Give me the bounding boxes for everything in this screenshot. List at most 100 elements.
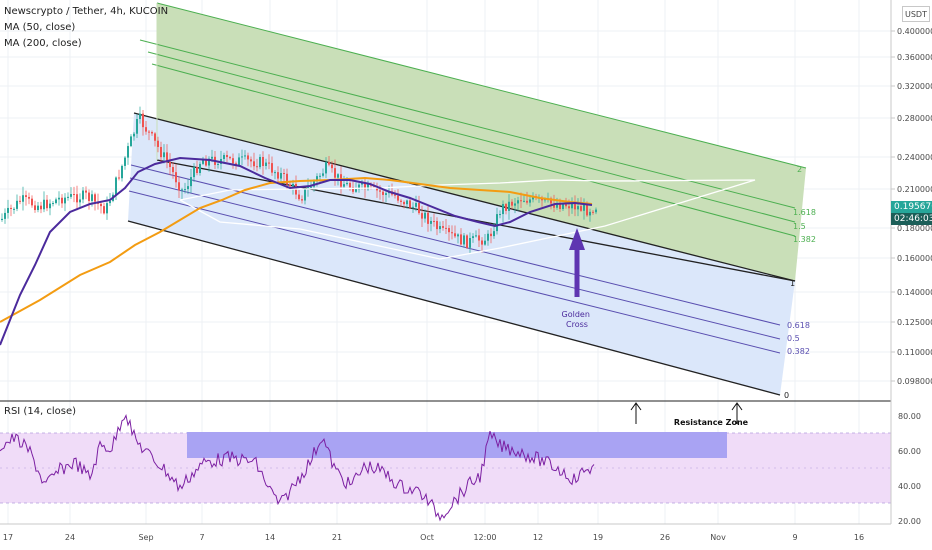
- candle-body: [67, 196, 69, 198]
- candle-body: [400, 200, 402, 202]
- resistance-zone-label: Resistance Zone: [674, 418, 749, 427]
- legend-rsi[interactable]: RSI (14, close): [4, 406, 77, 417]
- candle-body: [241, 156, 243, 158]
- candle-body: [7, 207, 9, 213]
- fib-label-15: 1.5: [793, 222, 806, 231]
- fib-label-1: 1: [790, 279, 795, 288]
- fib-line-lower: [133, 112, 796, 282]
- candle-body: [163, 152, 165, 158]
- golden-cross-arrow: [569, 228, 585, 297]
- candle-body: [193, 167, 195, 178]
- candle-body: [556, 203, 558, 208]
- candle-body: [583, 204, 585, 211]
- candle-body: [196, 167, 198, 173]
- candle-body: [361, 182, 363, 185]
- candle-body: [22, 195, 24, 202]
- candle-body: [550, 198, 552, 204]
- candle-body: [277, 172, 279, 179]
- currency-button[interactable]: USDT: [902, 6, 930, 22]
- candle-body: [88, 192, 90, 201]
- candle-body: [271, 163, 273, 173]
- time-tick-label: 12:00: [473, 533, 496, 542]
- fib-line-lower: [127, 220, 781, 396]
- candle-body: [526, 200, 528, 203]
- candle-body: [559, 203, 561, 210]
- fib-label-0618: 0.618: [787, 321, 810, 330]
- candle-body: [568, 206, 570, 209]
- candle-body: [229, 157, 231, 159]
- candle-body: [262, 156, 264, 166]
- candle-body: [430, 220, 432, 224]
- candle-body: [73, 194, 75, 196]
- candle-body: [424, 212, 426, 219]
- price-axis-bg: [891, 0, 932, 550]
- candle-body: [562, 204, 564, 210]
- candle-body: [16, 200, 18, 209]
- candle-body: [298, 194, 300, 200]
- candle-body: [484, 240, 486, 245]
- candle-body: [205, 160, 207, 166]
- candle-body: [319, 175, 321, 177]
- candle-body: [25, 195, 27, 197]
- rsi-tick-label: 60.00: [898, 447, 921, 456]
- candle-body: [103, 206, 105, 214]
- candle-body: [52, 203, 54, 205]
- price-tick-label: 0.360000: [897, 53, 932, 62]
- candle-body: [91, 194, 93, 201]
- candle-body: [259, 156, 261, 168]
- time-tick-label: Oct: [420, 533, 434, 542]
- candle-body: [166, 152, 168, 162]
- time-tick-label: 16: [854, 533, 864, 542]
- candle-body: [151, 132, 153, 134]
- candle-body: [382, 191, 384, 195]
- candle-body: [40, 205, 42, 210]
- candle-body: [325, 162, 327, 174]
- candle-body: [580, 206, 582, 211]
- candle-body: [13, 208, 15, 210]
- resistance-arrows: [630, 402, 743, 424]
- candle-body: [421, 213, 423, 219]
- legend-ma200[interactable]: MA (200, close): [4, 38, 82, 49]
- candle-body: [124, 157, 126, 166]
- candle-body: [181, 189, 183, 191]
- candle-body: [493, 231, 495, 237]
- price-axis[interactable]: 0.400000 0.360000 0.320000 0.280000 0.240000…: [891, 27, 932, 386]
- golden-cross-label: Golden Cross: [562, 310, 593, 329]
- candle-body: [331, 164, 333, 169]
- candle-body: [502, 203, 504, 215]
- candle-body: [472, 236, 474, 239]
- candle-body: [289, 184, 291, 187]
- candle-body: [175, 172, 177, 183]
- fib-label-2: 2: [797, 165, 802, 174]
- candle-body: [154, 133, 156, 141]
- candle-body: [595, 209, 597, 213]
- candle-body: [55, 199, 57, 204]
- candle-body: [406, 200, 408, 205]
- candle-body: [139, 113, 141, 120]
- candle-body: [247, 155, 249, 160]
- candle-body: [385, 193, 387, 195]
- candle-body: [148, 131, 150, 133]
- candle-body: [46, 199, 48, 209]
- candle-body: [190, 177, 192, 187]
- legend-ma50[interactable]: MA (50, close): [4, 22, 76, 33]
- candle-body: [508, 201, 510, 211]
- candle-body: [511, 201, 513, 206]
- time-tick-label: 12: [533, 533, 543, 542]
- price-tick-label: 0.400000: [897, 27, 932, 36]
- rsi-axis[interactable]: 80.00 60.00 40.00 20.00: [898, 412, 921, 526]
- price-tick-label: 0.110000: [897, 348, 932, 357]
- fib-line-upper: [151, 63, 796, 237]
- fib-label-0382: 0.382: [787, 347, 810, 356]
- candle-body: [85, 190, 87, 193]
- candle-body: [202, 160, 204, 164]
- candle-body: [136, 119, 138, 134]
- countdown-tag: 02:46:03: [891, 213, 932, 225]
- candle-body: [586, 204, 588, 216]
- candle-body: [571, 203, 573, 209]
- fib-line-upper: [156, 2, 807, 169]
- candle-body: [499, 214, 501, 216]
- price-tick-label: 0.180000: [897, 224, 932, 233]
- time-axis[interactable]: 17 24 Sep 7 14 21 Oct 12:00 12 19 26 Nov 9 16: [3, 533, 864, 542]
